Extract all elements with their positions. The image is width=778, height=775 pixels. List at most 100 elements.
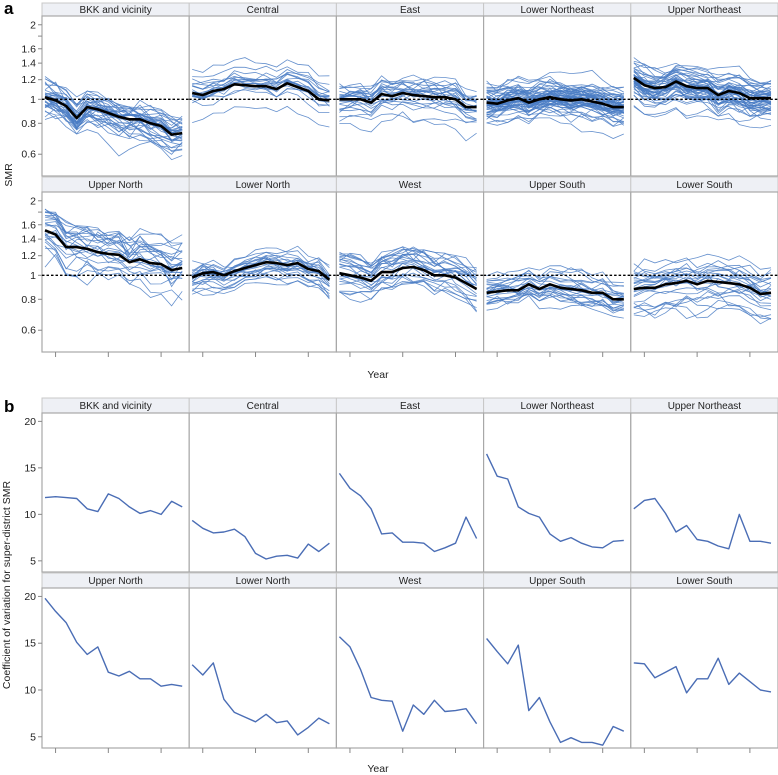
subdistrict-line xyxy=(44,208,183,244)
subdistrict-line xyxy=(44,221,183,268)
subdistrict-line xyxy=(486,283,624,303)
subdistrict-line xyxy=(44,247,183,285)
panel-bkk-and-vicinity: BKK and vicinity 2 1.6 1.4 1.2 1 0.8 0.6 xyxy=(21,2,190,177)
subdistrict-line xyxy=(633,262,772,286)
subdistrict-line xyxy=(44,232,183,255)
panel-frame xyxy=(630,191,778,353)
subdistrict-line xyxy=(339,275,477,312)
chart-a: a SMR Year BKK and vicinity 2 1.6 1.4 1.2 1 0.8 0.… xyxy=(3,0,778,381)
panel-frame xyxy=(41,587,190,749)
subdistrict-line xyxy=(44,89,183,136)
panel-title: Central xyxy=(247,5,279,16)
subdistrict-line xyxy=(633,270,772,293)
panel-title: BKK and vicinity xyxy=(79,5,151,16)
subdistrict-line xyxy=(339,253,477,271)
panel-lower-northeast: Lower Northeast xyxy=(483,397,632,573)
y-tick-label: 20 xyxy=(24,591,36,603)
subdistrict-line xyxy=(486,265,624,283)
panel-title: Upper Northeast xyxy=(668,401,742,412)
subdistrict-line xyxy=(339,78,477,100)
subdistrict-line xyxy=(633,84,772,112)
subdistrict-line xyxy=(486,69,624,93)
subdistrict-line xyxy=(192,89,330,113)
subdistrict-line xyxy=(339,281,477,313)
mean-line xyxy=(633,279,772,296)
subdistrict-line xyxy=(486,288,624,314)
subdistrict-line xyxy=(486,95,624,109)
subdistrict-line xyxy=(486,103,624,124)
subdistrict-line xyxy=(633,62,772,87)
subdistrict-line xyxy=(44,115,183,161)
panel-lower-north: Lower North xyxy=(188,176,337,357)
figure-panel-label: a xyxy=(4,0,14,18)
x-axis-title: Year xyxy=(367,763,389,775)
subdistrict-line xyxy=(44,212,183,248)
cv-line xyxy=(485,453,624,549)
subdistrict-line xyxy=(486,116,624,139)
subdistrict-line xyxy=(633,82,772,116)
subdistrict-line xyxy=(339,249,477,273)
panel-title: Upper South xyxy=(529,180,585,191)
panel-upper-north: Upper North 2 1.6 1.4 1.2 1 0.8 0.6 xyxy=(21,176,190,357)
cv-line xyxy=(633,497,772,550)
y-tick-label: 15 xyxy=(24,462,36,474)
cv-line xyxy=(338,636,478,732)
panel-frame xyxy=(630,412,778,573)
subdistrict-line xyxy=(44,93,183,135)
subdistrict-line xyxy=(44,92,183,131)
chart-b: b Coefficient of variation for super-dist… xyxy=(1,397,778,775)
y-tick-label: 10 xyxy=(24,684,36,696)
subdistrict-line xyxy=(486,268,624,287)
subdistrict-line xyxy=(633,266,772,291)
mean-line xyxy=(44,229,183,272)
subdistrict-line xyxy=(192,247,330,271)
subdistrict-line xyxy=(339,281,477,309)
panel-frame xyxy=(630,587,778,749)
y-tick-label: 1 xyxy=(30,94,36,106)
y-tick-label: 5 xyxy=(30,731,36,743)
panel-east: East xyxy=(335,2,485,177)
panel-title: Upper Northeast xyxy=(668,5,742,16)
y-tick-label: 1.4 xyxy=(21,234,36,246)
subdistrict-line xyxy=(339,253,477,278)
panel-east: East xyxy=(335,397,485,573)
panel-central: Central xyxy=(188,397,337,573)
subdistrict-line xyxy=(339,82,477,111)
y-axis-title: Coefficient of variation for super-distr… xyxy=(1,481,13,690)
subdistrict-line xyxy=(44,253,183,307)
y-tick-label: 0.6 xyxy=(21,149,36,161)
y-tick-label: 5 xyxy=(30,555,36,567)
subdistrict-line xyxy=(633,105,772,122)
mean-line xyxy=(44,95,183,136)
subdistrict-line xyxy=(486,295,624,319)
subdistrict-line xyxy=(633,295,772,311)
x-axis-title: Year xyxy=(367,369,389,381)
panel-frame xyxy=(188,587,337,749)
panel-lower-south: Lower South xyxy=(630,176,778,357)
subdistrict-line xyxy=(44,82,183,125)
subdistrict-line xyxy=(633,106,772,129)
subdistrict-line xyxy=(339,273,477,297)
subdistrict-line xyxy=(192,69,330,92)
subdistrict-line xyxy=(633,75,772,107)
y-tick-label: 0.6 xyxy=(21,325,36,337)
subdistrict-line xyxy=(44,236,183,279)
subdistrict-line xyxy=(339,86,477,102)
panel-frame xyxy=(335,412,485,573)
subdistrict-line xyxy=(192,269,330,296)
panel-west: West xyxy=(335,572,485,753)
panel-title: Lower North xyxy=(236,576,290,587)
subdistrict-line xyxy=(192,57,330,77)
subdistrict-line xyxy=(192,75,330,92)
panel-upper-north: Upper North 20 15 10 5 xyxy=(24,572,190,753)
subdistrict-line xyxy=(486,270,624,295)
subdistrict-line xyxy=(44,231,183,285)
subdistrict-line xyxy=(339,89,477,113)
panel-title: East xyxy=(400,401,420,412)
y-tick-label: 1 xyxy=(30,270,36,282)
panel-upper-northeast: Upper Northeast xyxy=(630,397,778,573)
panel-frame xyxy=(335,191,485,353)
panel-title: East xyxy=(400,5,420,16)
subdistrict-line xyxy=(486,287,624,303)
subdistrict-line xyxy=(633,60,772,84)
